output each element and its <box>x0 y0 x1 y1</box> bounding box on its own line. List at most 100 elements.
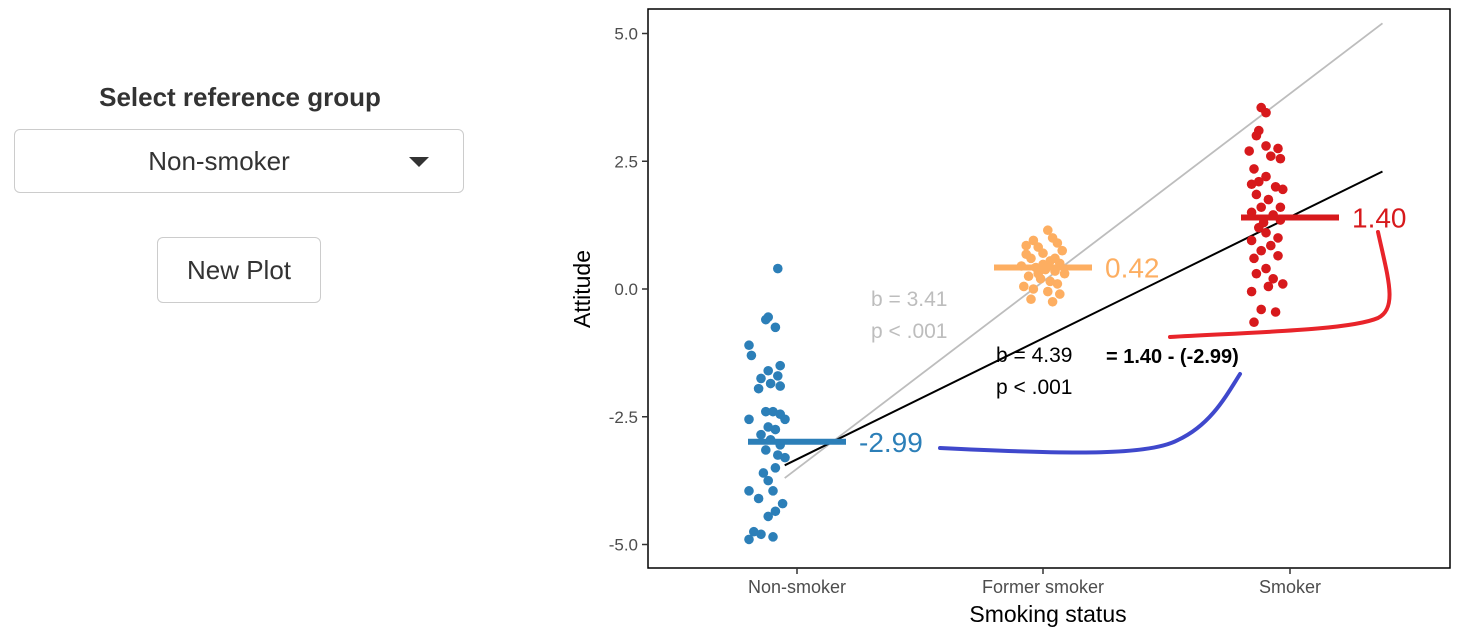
new-plot-button[interactable]: New Plot <box>157 237 321 303</box>
y-axis: 5.0 2.5 0.0 -2.5 -5.0 <box>609 25 648 555</box>
data-point <box>1249 317 1259 328</box>
data-point <box>1273 143 1283 154</box>
data-point <box>768 406 778 417</box>
data-point <box>763 312 773 322</box>
x-axis: Non-smoker Former smoker Smoker <box>748 568 1321 597</box>
data-point <box>770 322 781 333</box>
y-tick-label: 0.0 <box>614 280 638 299</box>
group-means: -2.99 0.42 1.40 <box>748 202 1407 458</box>
data-point <box>773 450 783 460</box>
data-point <box>1026 294 1036 305</box>
group-mean-label: 0.42 <box>1105 253 1160 284</box>
data-point <box>1256 245 1266 256</box>
blue-arrow-curve <box>938 372 1242 455</box>
reference-group-select[interactable]: Non-smoker <box>14 129 464 193</box>
reference-regression-line <box>784 22 1384 479</box>
x-tick-label: Non-smoker <box>748 577 846 597</box>
y-tick-label: 5.0 <box>614 25 638 44</box>
data-point <box>744 340 754 351</box>
data-point <box>780 414 790 425</box>
data-point <box>1278 184 1288 195</box>
y-tick-label: 2.5 <box>614 152 638 171</box>
data-point <box>773 263 783 274</box>
data-point <box>773 371 783 381</box>
data-point <box>1275 202 1286 213</box>
data-point <box>763 475 773 486</box>
data-point <box>744 486 754 496</box>
data-point <box>1256 304 1266 315</box>
data-point <box>777 498 788 509</box>
y-tick-label: -5.0 <box>609 536 638 555</box>
data-point <box>1270 182 1281 192</box>
chart: 5.0 2.5 0.0 -2.5 -5.0 Non-smoker Former smoke… <box>569 8 1451 627</box>
sidebar: Select reference group Non-smoker New Pl… <box>0 0 480 638</box>
data-point <box>1050 253 1060 264</box>
select-reference-group-label: Select reference group <box>99 82 381 112</box>
data-point <box>756 429 766 440</box>
data-point <box>1019 281 1029 292</box>
data-point <box>1273 250 1283 261</box>
data-point <box>1246 179 1257 190</box>
data-point <box>753 493 764 504</box>
data-point <box>1254 176 1264 187</box>
y-tick-label: -2.5 <box>609 408 638 427</box>
data-point <box>1021 240 1031 251</box>
data-points <box>744 102 1288 545</box>
data-point <box>1246 235 1257 246</box>
data-point <box>1268 273 1278 284</box>
data-point <box>744 534 754 545</box>
data-point <box>765 378 776 389</box>
data-point <box>1261 227 1271 238</box>
group-mean-label: -2.99 <box>859 427 923 458</box>
x-tick-label: Former smoker <box>982 577 1104 597</box>
data-point <box>770 463 781 473</box>
data-point <box>768 532 778 542</box>
data-point <box>780 452 790 463</box>
data-point <box>1266 151 1276 161</box>
data-point <box>1278 279 1288 289</box>
data-point <box>758 468 769 478</box>
data-point <box>1028 284 1039 294</box>
data-point <box>1057 245 1067 256</box>
slope-difference-label: = 1.40 - (-2.99) <box>1106 346 1239 368</box>
data-point <box>756 373 766 384</box>
data-point <box>1052 279 1063 289</box>
y-axis-title: Attitude <box>569 250 595 328</box>
data-point <box>763 422 773 432</box>
data-point <box>761 406 771 417</box>
data-point <box>1033 268 1043 279</box>
data-point <box>756 529 766 540</box>
data-point <box>1256 202 1266 213</box>
data-point <box>1251 189 1262 200</box>
data-point <box>761 445 771 455</box>
group-mean-label: 1.40 <box>1352 202 1407 233</box>
data-point <box>753 383 764 394</box>
data-point <box>1021 249 1031 260</box>
data-point <box>1059 268 1070 279</box>
x-tick-label: Smoker <box>1259 577 1321 597</box>
reference-group-selected-value: Non-smoker <box>148 145 290 176</box>
data-point <box>749 526 759 537</box>
data-point <box>1038 248 1048 259</box>
data-point <box>746 350 757 361</box>
data-point <box>1275 153 1286 164</box>
reference-slope-label: b = 3.41 <box>871 288 947 311</box>
data-point <box>1047 296 1058 307</box>
data-point <box>768 486 778 496</box>
data-point <box>1023 271 1034 282</box>
data-point <box>744 414 754 425</box>
data-point <box>1261 171 1271 182</box>
data-point <box>1249 253 1259 264</box>
data-point <box>1251 130 1262 141</box>
chevron-down-icon <box>409 157 429 167</box>
data-point <box>1261 263 1271 274</box>
data-point <box>770 424 781 435</box>
x-axis-title: Smoking status <box>969 601 1126 627</box>
data-point <box>1052 238 1063 248</box>
data-point <box>1266 240 1276 251</box>
data-point <box>1055 289 1065 299</box>
data-point <box>775 360 785 371</box>
data-point <box>1273 233 1283 243</box>
data-point <box>1043 225 1053 236</box>
data-point <box>763 511 773 522</box>
